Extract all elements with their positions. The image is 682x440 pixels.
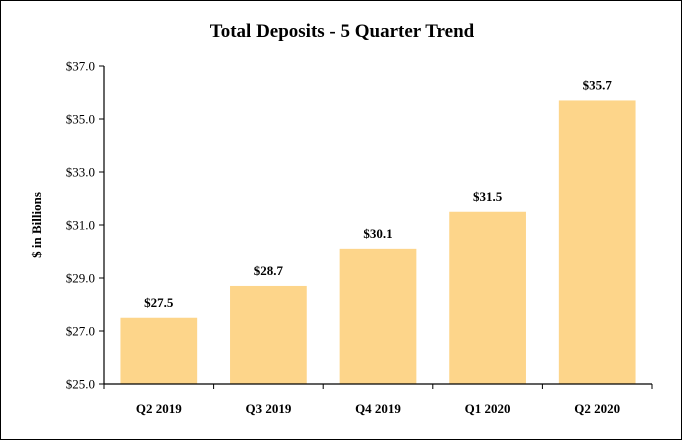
bar-q4-2019	[339, 248, 417, 384]
y-tick-label: $27.0	[66, 324, 95, 339]
y-tick-label: $31.0	[66, 218, 95, 233]
y-axis-label: $ in Billions	[29, 192, 44, 258]
y-tick-label: $25.0	[66, 377, 95, 392]
data-label: $30.1	[363, 226, 392, 241]
data-labels-group: $27.5 $28.7 $30.1 $31.5 $35.7	[144, 77, 612, 309]
bars-group	[120, 100, 636, 384]
bar-q2-2019	[120, 317, 198, 384]
y-tick-label: $33.0	[66, 165, 95, 180]
x-tick-label: Q2 2019	[136, 401, 182, 416]
x-tick-label: Q1 2020	[465, 401, 511, 416]
y-tick-label: $35.0	[66, 112, 95, 127]
x-axis: Q2 2019 Q3 2019 Q4 2019 Q1 2020 Q2 2020	[103, 383, 653, 416]
data-label: $31.5	[473, 189, 503, 204]
data-label: $28.7	[254, 263, 284, 278]
y-tick-label: $37.0	[66, 59, 95, 74]
bar-q3-2019	[230, 285, 307, 384]
x-tick-label: Q3 2019	[245, 401, 291, 416]
bar-q1-2020	[449, 211, 526, 384]
y-axis: $25.0 $27.0 $29.0 $31.0 $33.0 $35.0 $37.0	[66, 59, 105, 392]
data-label: $35.7	[583, 77, 613, 92]
y-tick-label: $29.0	[66, 271, 95, 286]
chart-title: Total Deposits - 5 Quarter Trend	[210, 21, 475, 42]
x-tick-label: Q4 2019	[355, 401, 401, 416]
bar-q2-2020	[558, 100, 636, 384]
x-tick-label: Q2 2020	[574, 401, 620, 416]
data-label: $27.5	[144, 295, 174, 310]
